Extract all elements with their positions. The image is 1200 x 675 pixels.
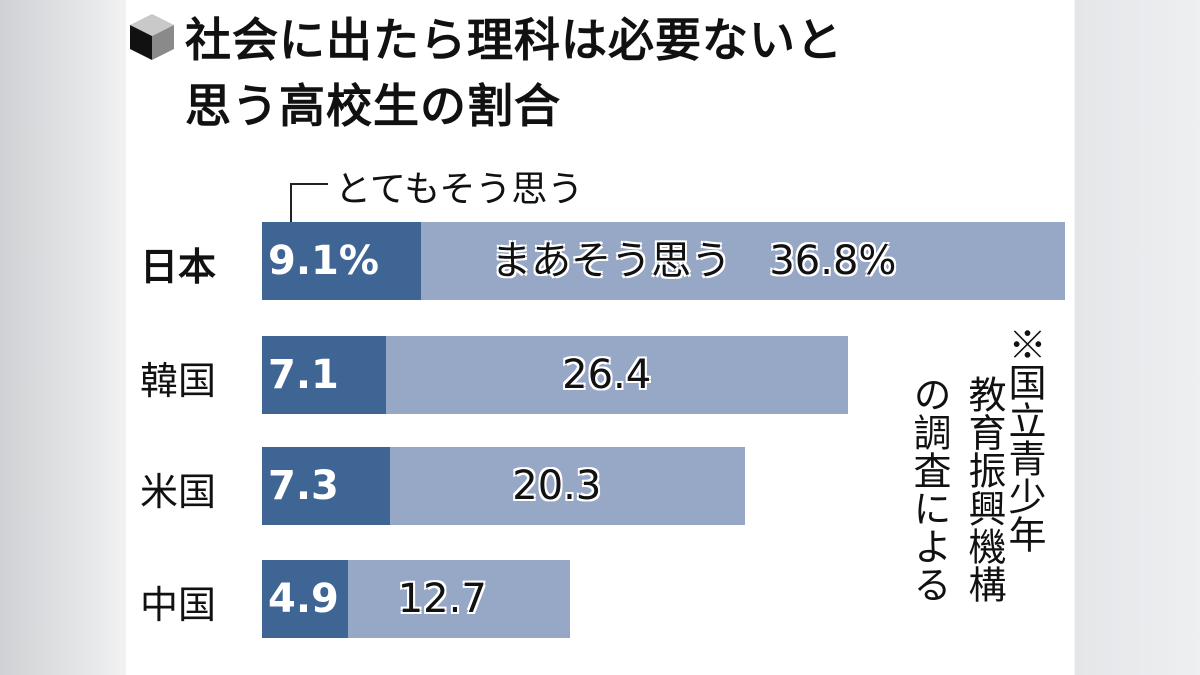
category-label: 日本 — [140, 245, 217, 289]
bar-strongly-agree — [262, 447, 390, 525]
legend-series-2: まあそう思う — [491, 238, 732, 284]
source-note-line-2: 教育振興機構 — [962, 375, 1006, 603]
category-label: 中国 — [140, 583, 217, 627]
bar-strongly-agree — [262, 222, 422, 300]
cube-icon — [130, 14, 174, 60]
bar-somewhat-agree — [389, 447, 745, 525]
source-note-line-1: ※国立青少年 — [1002, 325, 1046, 553]
data-label: 9.1% — [268, 238, 379, 284]
bar-somewhat-agree — [421, 222, 1065, 300]
legend-leader-line — [290, 183, 328, 225]
source-note-line-3: の調査による — [907, 375, 951, 603]
bar-somewhat-agree — [347, 560, 570, 638]
chart-title-line-1: 社会に出たら理科は必要ないと — [185, 13, 843, 67]
data-label: 4.9 — [268, 576, 339, 622]
data-label: 12.7 — [398, 560, 487, 638]
data-label: 26.4 — [562, 336, 651, 414]
category-label: 米国 — [140, 470, 217, 514]
data-label-value: 12.7 — [397, 576, 487, 622]
data-label-value: 20.3 — [512, 463, 602, 509]
legend-series-1: とてもそう思う — [335, 169, 584, 210]
bar-somewhat-agree — [386, 336, 849, 414]
data-label: 7.3 — [268, 463, 339, 509]
spacer — [731, 238, 769, 284]
category-label: 韓国 — [140, 359, 217, 403]
chart-title-line-2: 思う高校生の割合 — [185, 79, 561, 133]
data-label-value: 26.4 — [562, 352, 652, 398]
data-label-value: 36.8% — [769, 238, 897, 284]
data-label: 20.3 — [512, 447, 601, 525]
data-label: まあそう思う 36.8% — [491, 222, 896, 300]
bar-strongly-agree — [262, 560, 348, 638]
bar-strongly-agree — [262, 336, 387, 414]
data-label: 7.1 — [268, 352, 339, 398]
